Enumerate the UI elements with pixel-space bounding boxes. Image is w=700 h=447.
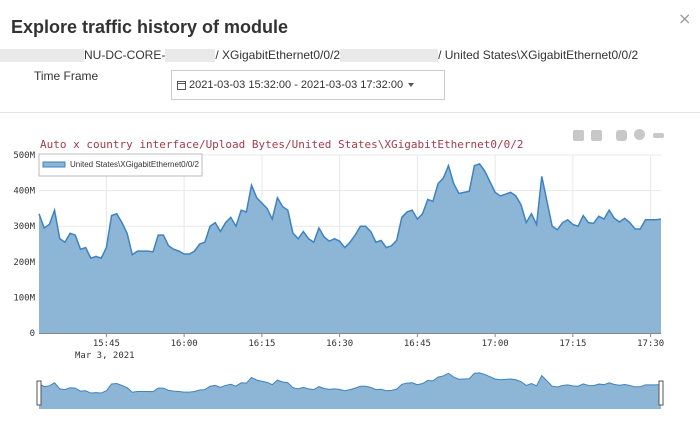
navigator-handle-right[interactable]: [658, 380, 664, 406]
zoom-in-icon[interactable]: [573, 130, 584, 141]
minimize-icon[interactable]: [653, 133, 664, 138]
x-tick-label: 16:00: [171, 339, 198, 349]
x-date-label: Mar 3, 2021: [75, 351, 135, 361]
calendar-icon: [177, 80, 186, 90]
x-tick-label: 16:30: [326, 339, 353, 349]
divider: [0, 112, 700, 113]
modal-title: Explore traffic history of module: [11, 17, 289, 37]
y-tick-label: 500M: [13, 151, 35, 161]
x-tick-label: 17:30: [637, 339, 664, 349]
x-tick-label: 17:00: [482, 339, 509, 349]
y-tick-label: 100M: [13, 293, 35, 303]
path-country-interface: / United States\XGigabitEthernet0/0/2: [438, 48, 639, 62]
x-tick-label: 17:15: [559, 339, 586, 349]
redacted-text: [0, 48, 84, 62]
legend-swatch: [42, 161, 66, 168]
camera-icon[interactable]: [616, 130, 627, 141]
chevron-down-icon: [408, 83, 415, 87]
series-area: [39, 163, 661, 333]
y-tick-label: 200M: [13, 258, 35, 268]
timeframe-value: 2021-03-03 15:32:00 - 2021-03-03 17:32:0…: [189, 79, 404, 91]
path-device: NU-DC-CORE-: [84, 48, 166, 62]
redacted-text: [340, 48, 439, 62]
x-tick-label: 16:45: [404, 339, 431, 349]
series-line: [38, 163, 662, 260]
navigator-line: [38, 372, 662, 394]
y-tick-label: 400M: [13, 187, 35, 197]
interface-path: NU-DC-CORE- / XGigabitEthernet0/0/2 / Un…: [0, 47, 638, 63]
y-tick-label: 300M: [13, 222, 35, 232]
x-tick-label: 15:45: [93, 339, 120, 349]
y-tick-label: 0: [30, 329, 35, 339]
timeframe-label: Time Frame: [34, 69, 99, 83]
comment-icon[interactable]: [634, 129, 645, 140]
legend-item: United States\XGigabitEthernet0/0/2: [70, 160, 200, 169]
y-axis: 0 100M 200M 300M 400M 500M: [13, 151, 35, 339]
close-icon[interactable]: ×: [678, 9, 692, 28]
x-axis: 15:45 16:00 16:15 16:30 16:45 17:00 17:15 17:30: [93, 333, 664, 349]
legend[interactable]: United States\XGigabitEthernet0/0/2: [38, 153, 203, 177]
zoom-out-icon[interactable]: [591, 130, 602, 141]
path-interface: / XGigabitEthernet0/0/2: [215, 48, 341, 62]
navigator-handle-left[interactable]: [36, 380, 42, 406]
redacted-text: [165, 48, 216, 62]
navigator-area: [39, 372, 661, 409]
legend-box: [38, 153, 203, 177]
timeframe-picker[interactable]: 2021-03-03 15:32:00 - 2021-03-03 17:32:0…: [171, 70, 445, 100]
chart-title: Auto x country interface/Upload Bytes/Un…: [40, 138, 524, 151]
x-tick-label: 16:15: [248, 339, 275, 349]
x-axis-line: [39, 333, 661, 334]
